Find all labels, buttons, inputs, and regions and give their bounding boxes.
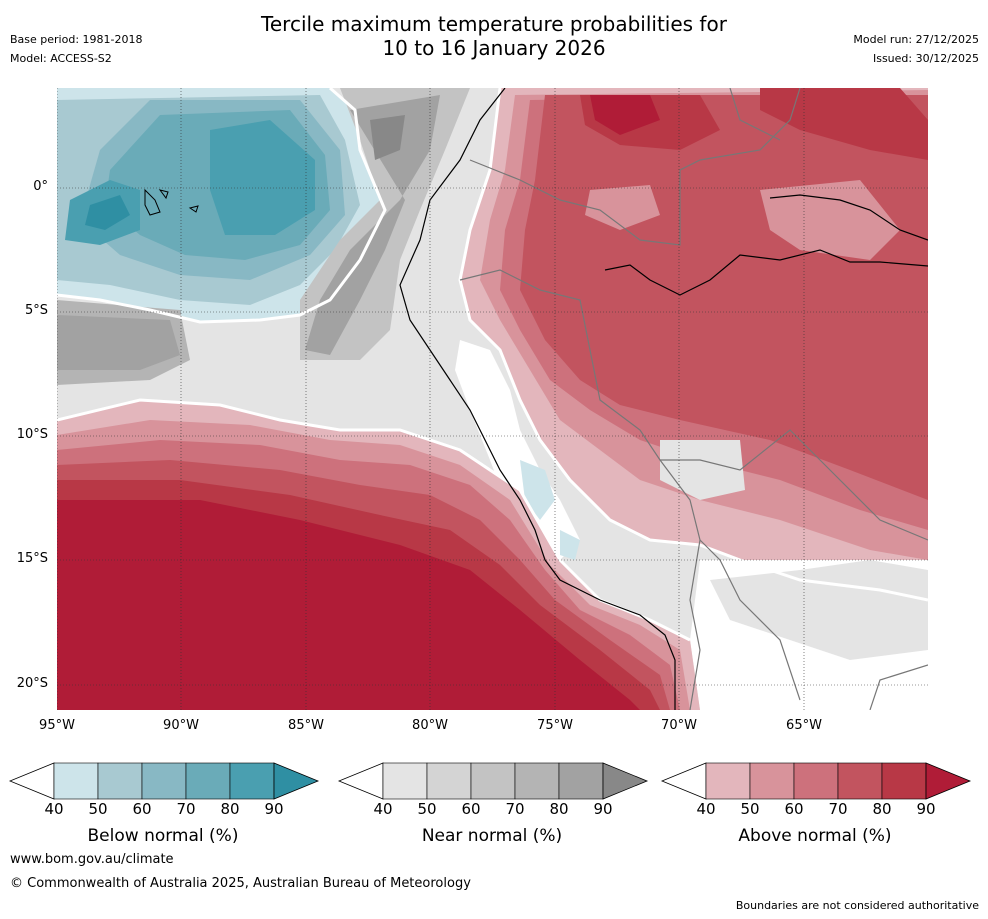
near-normal-colorbar xyxy=(337,762,649,800)
model-run: Model run: 27/12/2025 xyxy=(853,33,979,46)
coastline xyxy=(399,88,676,710)
below-normal-tick-label: 50 xyxy=(88,800,108,818)
title-line-2: 10 to 16 January 2026 xyxy=(382,36,606,60)
above-normal-colorbar xyxy=(660,762,972,800)
copyright: © Commonwealth of Australia 2025, Austra… xyxy=(10,876,471,891)
below-normal-tick-label: 40 xyxy=(44,800,64,818)
near-normal-tick-label: 50 xyxy=(417,800,437,818)
below-normal-tick-label: 90 xyxy=(264,800,284,818)
near-normal-tick-label: 40 xyxy=(373,800,393,818)
below-normal-segment xyxy=(53,762,99,800)
lon-label-65w: 65°W xyxy=(786,718,822,733)
above-normal-tick-label: 40 xyxy=(696,800,716,818)
lat-label-20s: 20°S xyxy=(16,676,48,691)
lon-label-90w: 90°W xyxy=(163,718,199,733)
lon-label-80w: 80°W xyxy=(412,718,448,733)
near-normal-tick-label: 80 xyxy=(549,800,569,818)
near-normal-tick-label: 60 xyxy=(461,800,481,818)
above-normal-under-triangle xyxy=(660,762,707,800)
colorbars xyxy=(8,762,972,800)
above-normal-tick-label: 70 xyxy=(828,800,848,818)
near-normal-tick-label: 70 xyxy=(505,800,525,818)
near-normal-segment xyxy=(470,762,516,800)
above-normal-segment xyxy=(793,762,839,800)
meta-left: Base period: 1981-2018 Model: ACCESS-S2 xyxy=(10,30,142,68)
issued-date: Issued: 30/12/2025 xyxy=(872,52,979,65)
amazon-river xyxy=(604,249,928,296)
model-name: Model: ACCESS-S2 xyxy=(10,52,112,65)
below-normal-title: Below normal (%) xyxy=(87,826,239,846)
below-normal-tick-label: 70 xyxy=(176,800,196,818)
below-normal-tick-label: 60 xyxy=(132,800,152,818)
near-normal-title: Near normal (%) xyxy=(421,826,563,846)
probability-field xyxy=(57,88,928,710)
above-normal-segment xyxy=(749,762,795,800)
lat-label-15s: 15°S xyxy=(16,551,48,566)
below-normal-segment xyxy=(141,762,187,800)
country-borders xyxy=(459,88,928,710)
lat-label-0: 0° xyxy=(33,179,48,194)
map-title: Tercile maximum temperature probabilitie… xyxy=(0,12,988,60)
below-normal-over-triangle xyxy=(273,762,320,800)
below-normal-tick-label: 80 xyxy=(220,800,240,818)
near-normal-segment xyxy=(426,762,472,800)
galapagos xyxy=(144,188,199,216)
base-period: Base period: 1981-2018 xyxy=(10,33,143,46)
lat-label-10s: 10°S xyxy=(16,427,48,442)
above-normal-tick-label: 90 xyxy=(916,800,936,818)
below-normal-segment xyxy=(185,762,231,800)
disclaimer: Boundaries are not considered authoritat… xyxy=(735,899,979,912)
near-normal-under-triangle xyxy=(337,762,384,800)
website-link[interactable]: www.bom.gov.au/climate xyxy=(10,852,174,867)
below-normal-segment xyxy=(229,762,275,800)
above-normal-over-triangle xyxy=(925,762,972,800)
above-normal-tick-label: 80 xyxy=(872,800,892,818)
below-normal-under-triangle xyxy=(8,762,55,800)
meta-right: Model run: 27/12/2025 Issued: 30/12/2025 xyxy=(853,30,979,68)
near-normal-over-triangle xyxy=(602,762,649,800)
below-normal-colorbar xyxy=(8,762,320,800)
near-normal-segment xyxy=(558,762,604,800)
above-normal-segment xyxy=(881,762,927,800)
above-normal-tick-label: 60 xyxy=(784,800,804,818)
graticule xyxy=(57,88,928,710)
below-normal-segment xyxy=(97,762,143,800)
lat-label-5s: 5°S xyxy=(24,303,48,318)
near-normal-segment xyxy=(382,762,428,800)
lon-label-70w: 70°W xyxy=(661,718,697,733)
lon-label-95w: 95°W xyxy=(39,718,75,733)
above-normal-tick-label: 50 xyxy=(740,800,760,818)
near-normal-tick-label: 90 xyxy=(593,800,613,818)
lon-label-75w: 75°W xyxy=(537,718,573,733)
lon-label-85w: 85°W xyxy=(288,718,324,733)
above-normal-segment xyxy=(837,762,883,800)
above-normal-title: Above normal (%) xyxy=(738,826,892,846)
title-line-1: Tercile maximum temperature probabilitie… xyxy=(261,12,727,36)
above-normal-segment xyxy=(705,762,751,800)
near-normal-segment xyxy=(514,762,560,800)
